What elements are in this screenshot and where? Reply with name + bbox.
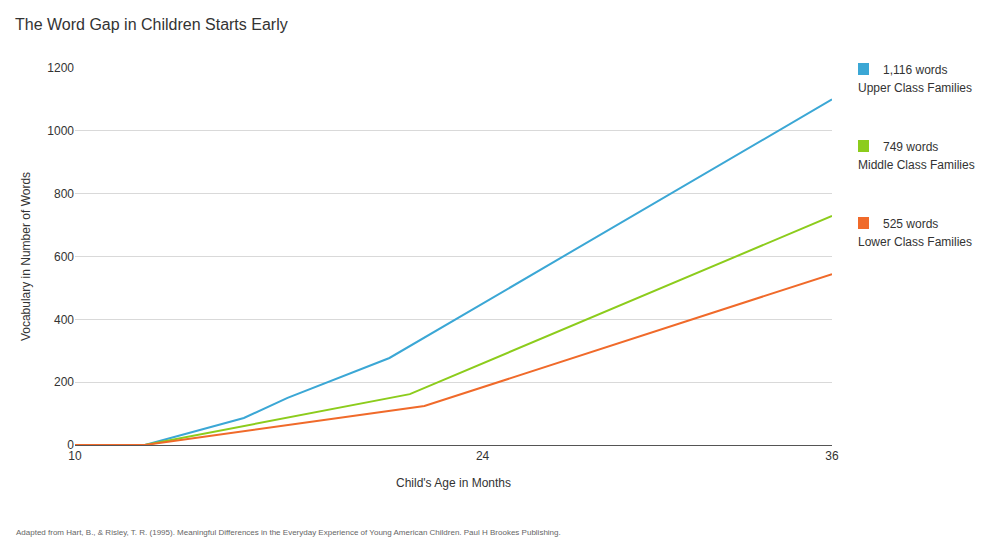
svg-text:36: 36 [825,449,839,463]
svg-text:600: 600 [54,250,74,264]
svg-text:1,116 words: 1,116 words [883,63,947,77]
svg-text:0: 0 [67,438,74,452]
svg-text:Child's Age in Months: Child's Age in Months [396,476,511,490]
svg-text:10: 10 [68,449,82,463]
svg-text:24: 24 [476,449,490,463]
svg-text:1200: 1200 [47,61,74,75]
svg-text:Upper Class Families: Upper Class Families [858,81,972,95]
svg-text:Middle Class Families: Middle Class Families [858,158,975,172]
svg-text:749 words: 749 words [883,140,938,154]
svg-text:200: 200 [54,375,74,389]
svg-text:Lower Class Families: Lower Class Families [858,235,972,249]
svg-text:525 words: 525 words [883,217,938,231]
svg-text:Vocabulary in Number of Words: Vocabulary in Number of Words [19,172,33,341]
svg-text:Adapted from Hart, B., & Risle: Adapted from Hart, B., & Risley, T. R. (… [16,528,561,537]
svg-text:1000: 1000 [47,124,74,138]
svg-text:800: 800 [54,187,74,201]
svg-text:The Word Gap in Children Start: The Word Gap in Children Starts Early [15,16,288,33]
svg-text:400: 400 [54,313,74,327]
